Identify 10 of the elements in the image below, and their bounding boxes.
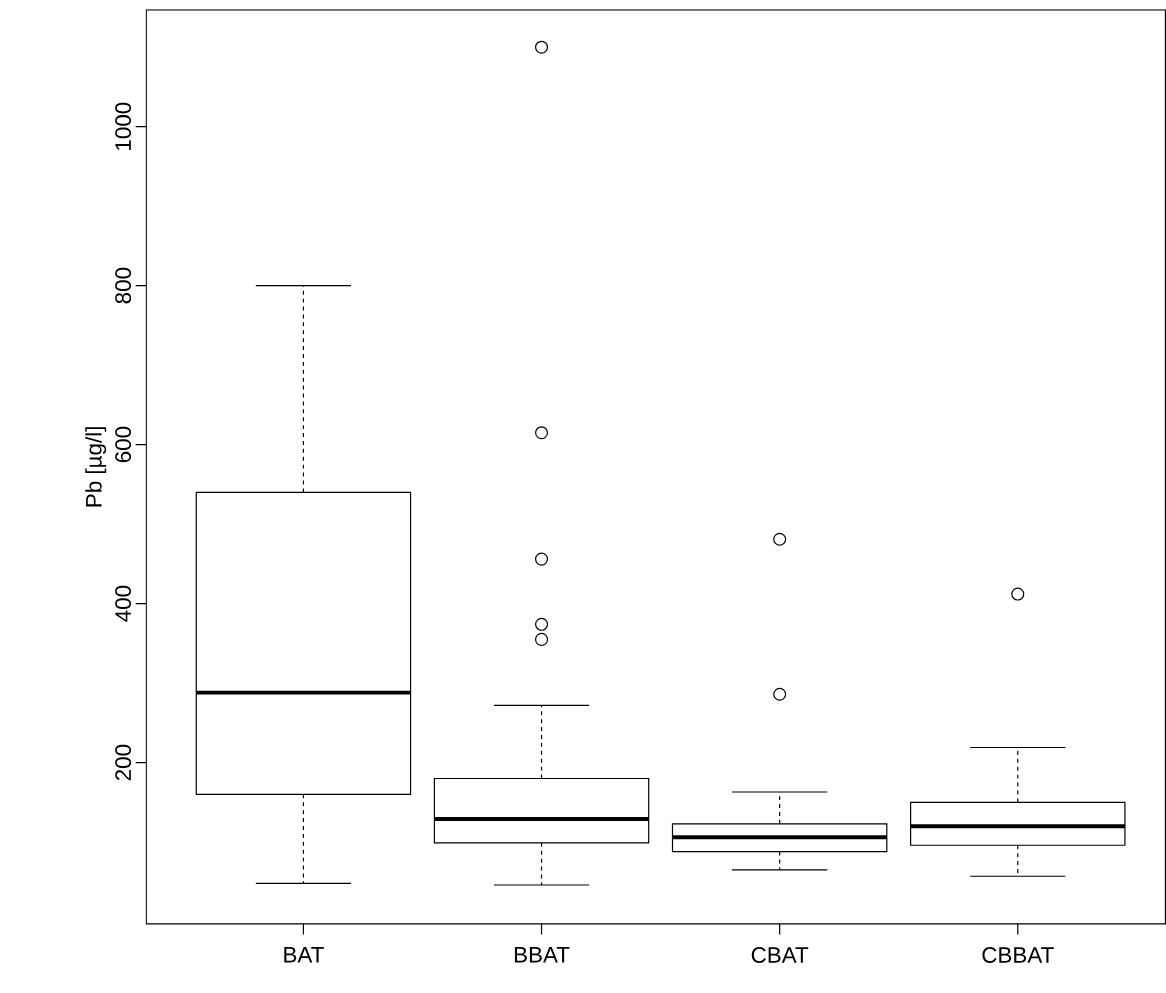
y-tick-label: 600 bbox=[115, 426, 132, 463]
y-tick-label: 200 bbox=[115, 744, 132, 781]
x-tick-label: BAT bbox=[284, 946, 324, 963]
x-tick-label: CBBAT bbox=[982, 946, 1054, 963]
y-tick-label: 800 bbox=[115, 267, 132, 304]
x-tick-label: CBAT bbox=[751, 946, 809, 963]
y-tick-label: 1000 bbox=[115, 102, 132, 150]
y-tick-label: 400 bbox=[115, 585, 132, 622]
x-tick-label: BBAT bbox=[514, 946, 570, 963]
y-axis-title: Pb [µg/l] bbox=[85, 427, 107, 507]
